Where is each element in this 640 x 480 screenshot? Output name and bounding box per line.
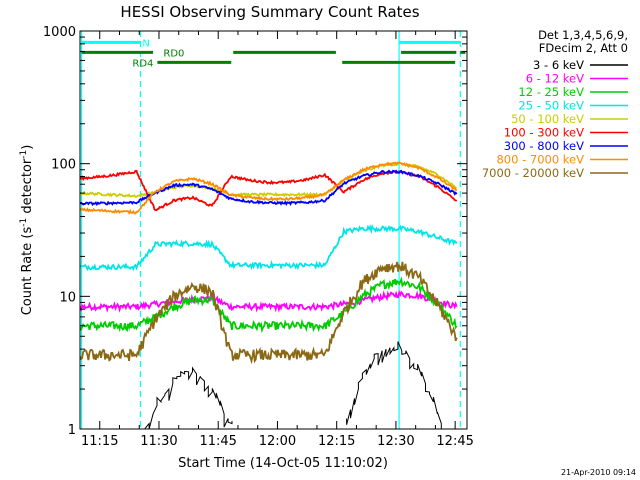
- x-tick-label: 12:15: [318, 434, 355, 449]
- series-line-7000-20000-kev: [80, 261, 458, 365]
- plot-frame: [79, 30, 468, 430]
- y-axis: 1 10 100 1000: [43, 25, 467, 438]
- series-layer: [80, 161, 458, 429]
- series-line-12-25-kev: [80, 276, 458, 334]
- vertical-markers: [80, 31, 461, 429]
- legend-header-line-2: FDecim 2, Att 0: [539, 41, 628, 55]
- x-tick-label: 11:15: [81, 434, 118, 449]
- x-axis: 11:15 11:30 11:45 12:00 12:15 12:30 12:45: [79, 31, 474, 449]
- y-tick-label: 100: [51, 158, 76, 173]
- legend-label-50-100-kev: 50 - 100 keV: [511, 112, 584, 126]
- legend-label-100-300-kev: 100 - 300 keV: [504, 126, 584, 140]
- series-line-25-50-kev: [80, 224, 458, 272]
- legend-label-12-25-kev: 12 - 25 keV: [518, 85, 584, 99]
- x-tick-label: 11:30: [140, 434, 177, 449]
- x-tick-label: 12:45: [436, 434, 473, 449]
- legend-label-6-12-kev: 6 - 12 keV: [526, 72, 584, 86]
- legend-label-7000-20000-kev: 7000 - 20000 keV: [482, 166, 584, 180]
- series-line-6-12-kev: [80, 289, 458, 313]
- series-line-3-6-kev: [144, 341, 442, 429]
- flag-label-rd4: RD4: [132, 58, 153, 69]
- legend-label-300-800-kev: 300 - 800 keV: [504, 139, 584, 153]
- flag-label-rd0: RD0: [163, 48, 184, 59]
- legend-label-3-6-kev: 3 - 6 keV: [533, 58, 584, 72]
- x-tick-label: 11:45: [199, 434, 236, 449]
- series-line-300-800-kev: [80, 169, 458, 207]
- x-tick-label: 12:30: [377, 434, 414, 449]
- y-tick-label: 1: [68, 423, 76, 438]
- flag-bars: N RD0 RD4: [81, 38, 466, 69]
- flag-label-n: N: [142, 38, 149, 49]
- chart-title: HESSI Observing Summary Count Rates: [120, 3, 419, 21]
- legend-label-25-50-kev: 25 - 50 keV: [518, 99, 584, 113]
- y-axis-label: Count Rate (s-1 detector-1): [19, 145, 35, 316]
- series-line-100-300-kev: [80, 169, 458, 212]
- series-line-800-7000-kev: [80, 161, 458, 215]
- x-axis-label: Start Time (14-Oct-05 11:10:02): [178, 456, 388, 471]
- legend-header-line-1: Det 1,3,4,5,6,9,: [538, 28, 628, 42]
- y-tick-label: 1000: [43, 25, 76, 40]
- footer-date: 21-Apr-2010 09:14: [561, 468, 636, 477]
- series-line-50-100-kev: [80, 161, 457, 198]
- legend-label-800-7000-kev: 800 - 7000 keV: [496, 153, 584, 167]
- legend: Det 1,3,4,5,6,9, FDecim 2, Att 0 3 - 6 k…: [482, 28, 628, 180]
- x-tick-label: 12:00: [259, 434, 296, 449]
- y-tick-label: 10: [59, 290, 76, 305]
